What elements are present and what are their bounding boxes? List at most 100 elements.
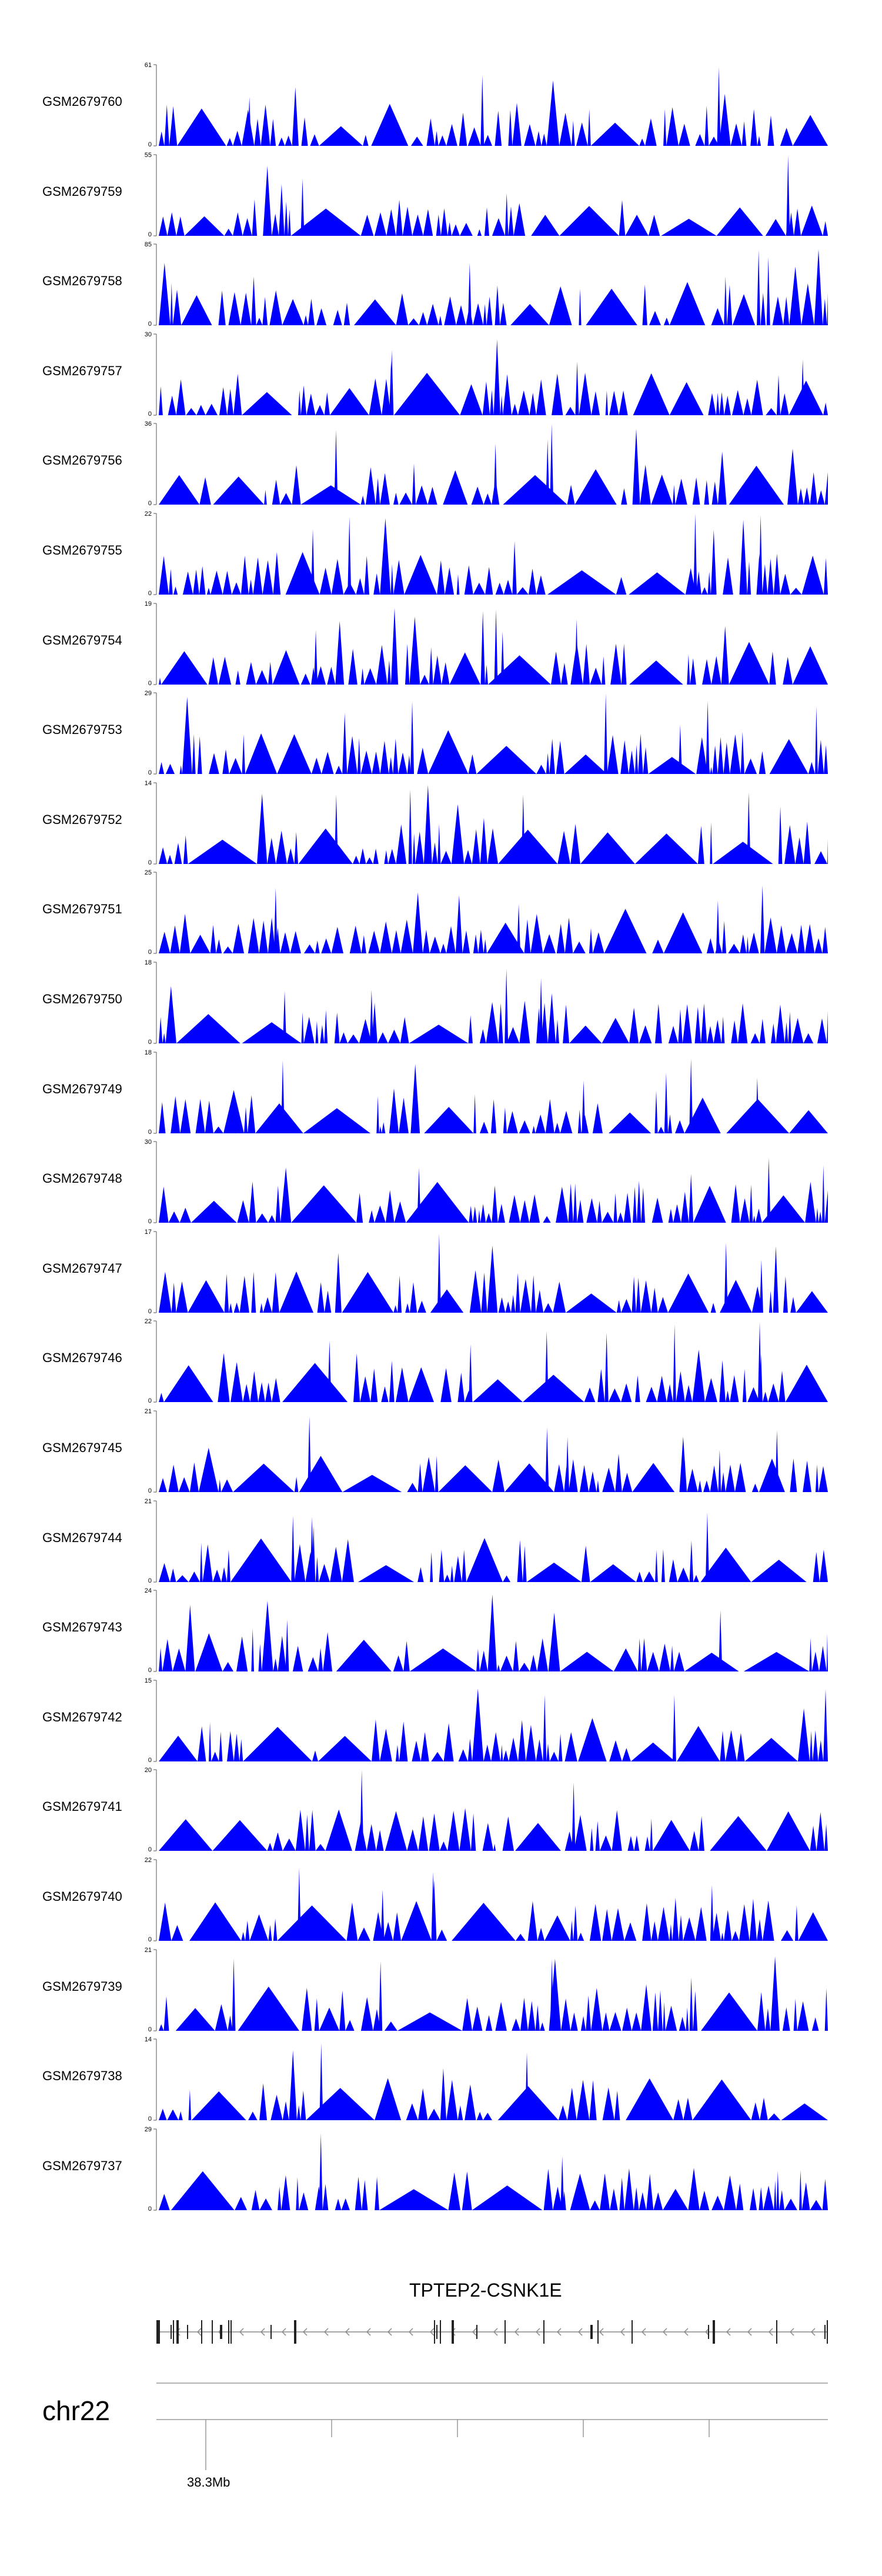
track-label: GSM2679746 xyxy=(42,1350,122,1366)
coverage-peak xyxy=(297,1868,301,1941)
y-min-label: 0 xyxy=(148,231,152,238)
coverage-peak xyxy=(759,515,763,595)
track-plot: 17 0 xyxy=(145,1229,828,1315)
track-label: GSM2679749 xyxy=(42,1081,122,1096)
coverage-peak xyxy=(369,990,373,1043)
coverage-peak xyxy=(517,904,521,954)
track-plot: 22 0 xyxy=(145,510,828,597)
strand-arrow xyxy=(387,2328,392,2336)
coverage-area xyxy=(159,986,828,1043)
track-plot: 14 0 xyxy=(145,2036,828,2123)
coverage-area xyxy=(159,1324,828,1403)
y-max-label: 29 xyxy=(145,690,152,697)
track-label: GSM2679752 xyxy=(42,812,122,827)
coverage-peak xyxy=(693,513,697,595)
exon xyxy=(440,2320,441,2344)
coverage-peak xyxy=(311,529,315,595)
track-label: GSM2679739 xyxy=(42,1978,122,1994)
y-max-label: 22 xyxy=(145,510,152,518)
coverage-area xyxy=(159,1688,828,1761)
coverage-peak xyxy=(672,1694,676,1761)
track-GSM2679757: GSM2679757 30 0 xyxy=(0,329,882,421)
exon xyxy=(632,2320,633,2344)
track-label: GSM2679748 xyxy=(42,1171,122,1186)
exon xyxy=(436,2325,437,2339)
y-max-label: 15 xyxy=(145,1677,152,1684)
track-plot: 21 0 xyxy=(145,1947,828,2033)
y-min-label: 0 xyxy=(148,1397,152,1404)
strand-arrow xyxy=(683,2328,689,2336)
coverage-area xyxy=(159,785,828,864)
coverage-area xyxy=(159,165,828,236)
track-GSM2679746: GSM2679746 22 0 xyxy=(0,1316,882,1407)
coverage-peak xyxy=(574,619,579,685)
coverage-area xyxy=(159,1436,828,1492)
y-max-label: 21 xyxy=(145,1408,152,1415)
exon xyxy=(201,2320,202,2344)
exon xyxy=(476,2325,477,2339)
coverage-peak xyxy=(757,1322,761,1403)
coverage-peak xyxy=(500,631,505,685)
exon xyxy=(708,2325,709,2339)
y-max-label: 29 xyxy=(145,2126,152,2133)
track-label: GSM2679740 xyxy=(42,1889,122,1904)
coverage-area xyxy=(159,2050,828,2121)
coverage-peak xyxy=(604,693,608,775)
coverage-peak xyxy=(544,1331,549,1403)
track-plot: 19 0 xyxy=(145,600,828,687)
y-min-label: 0 xyxy=(148,949,152,956)
coverage-area xyxy=(159,518,828,595)
coverage-area xyxy=(159,1245,828,1313)
track-GSM2679742: GSM2679742 15 0 xyxy=(0,1676,882,1767)
coverage-peak xyxy=(312,1525,316,1582)
y-min-label: 0 xyxy=(148,1757,152,1764)
track-GSM2679755: GSM2679755 22 0 xyxy=(0,509,882,600)
y-min-label: 0 xyxy=(148,590,152,597)
track-label: GSM2679757 xyxy=(42,363,122,378)
track-label: GSM2679751 xyxy=(42,902,122,917)
coverage-area xyxy=(159,1880,828,1941)
track-plot: 30 0 xyxy=(145,331,828,418)
exon xyxy=(827,2320,828,2344)
y-min-label: 0 xyxy=(148,411,152,418)
coverage-peak xyxy=(437,1233,441,1313)
y-min-label: 0 xyxy=(148,1936,152,1943)
track-GSM2679738: GSM2679738 14 0 xyxy=(0,2034,882,2125)
exon xyxy=(452,2320,454,2344)
strand-arrow xyxy=(345,2328,350,2336)
strand-arrow xyxy=(323,2328,329,2336)
strand-arrow xyxy=(429,2328,435,2336)
coverage-area xyxy=(159,1165,828,1223)
coverage-peak xyxy=(467,263,472,326)
coverage-peak xyxy=(280,1060,285,1133)
coverage-peak xyxy=(273,887,278,954)
strand-arrow xyxy=(493,2328,498,2336)
y-min-label: 0 xyxy=(148,1039,152,1046)
strand-arrow xyxy=(789,2328,794,2336)
track-plot: 15 0 xyxy=(145,1677,828,1764)
y-min-label: 0 xyxy=(148,1308,152,1315)
coverage-peak xyxy=(724,1242,728,1313)
strand-arrow xyxy=(472,2328,477,2336)
y-min-label: 0 xyxy=(148,769,152,776)
coverage-peak xyxy=(719,1610,723,1672)
exon xyxy=(228,2320,229,2344)
track-label: GSM2679750 xyxy=(42,992,122,1006)
coverage-area xyxy=(159,696,828,775)
track-label: GSM2679737 xyxy=(42,2158,122,2173)
track-GSM2679748: GSM2679748 30 0 xyxy=(0,1137,882,1228)
y-max-label: 22 xyxy=(145,1318,152,1325)
y-min-label: 0 xyxy=(148,1846,152,1853)
coverage-peak xyxy=(328,1340,332,1403)
coverage-area xyxy=(159,1808,828,1851)
coverage-peak xyxy=(308,1416,312,1492)
track-GSM2679760: GSM2679760 61 0 xyxy=(0,60,882,151)
coverage-peak xyxy=(334,430,338,505)
coverage-peak xyxy=(291,1516,295,1582)
y-max-label: 21 xyxy=(145,1947,152,1954)
coverage-peak xyxy=(380,1890,385,1941)
y-min-label: 0 xyxy=(148,859,152,866)
y-max-label: 61 xyxy=(145,62,152,69)
y-min-label: 0 xyxy=(148,680,152,687)
coverage-peak xyxy=(232,1958,236,2031)
